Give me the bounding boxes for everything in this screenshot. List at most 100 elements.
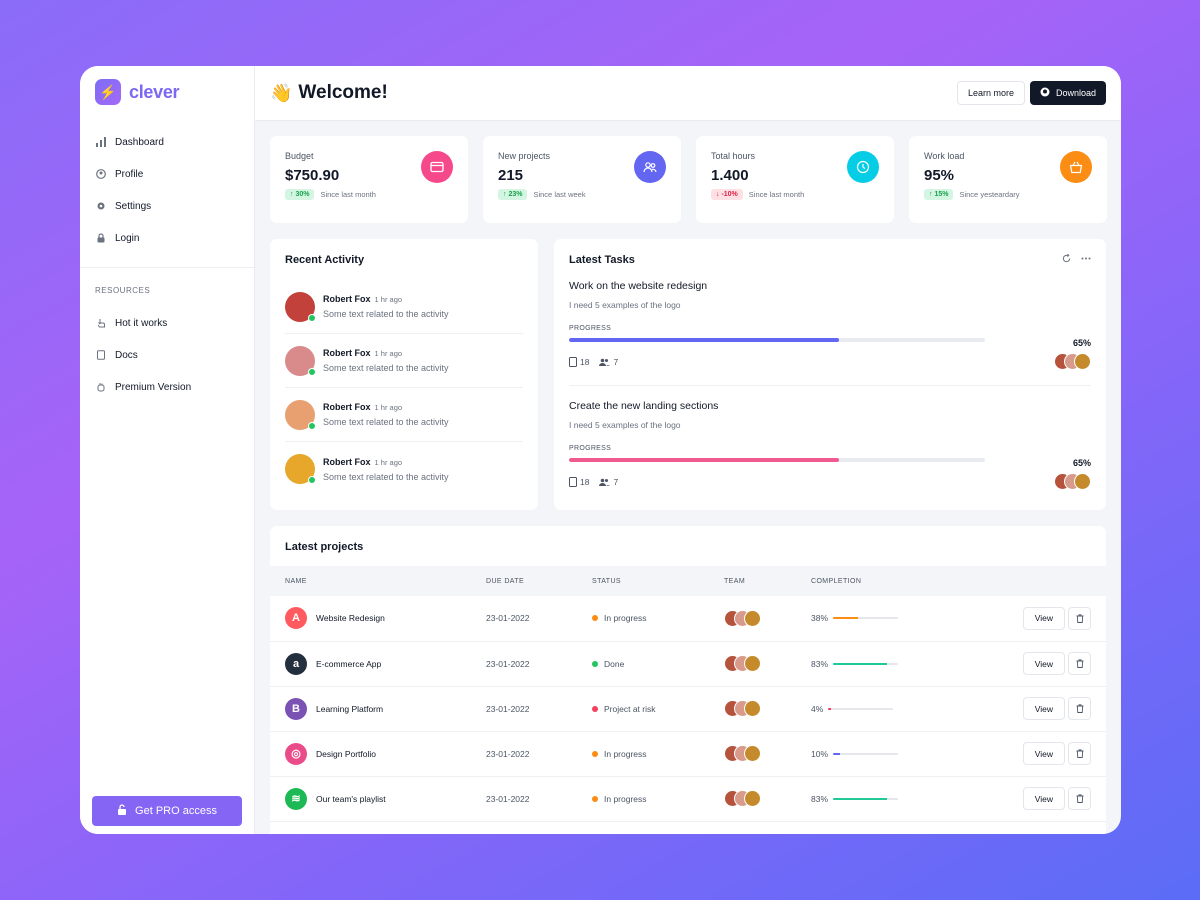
online-indicator [308,421,316,430]
project-status: In progress [604,793,647,804]
view-button[interactable]: View [1022,652,1065,675]
activity-header: Robert Fox 1 hr ago [323,348,449,358]
avatar [744,790,761,807]
stat-note: Since last month [320,190,376,199]
table-row[interactable]: ≋ Our team's playlist 23-01-2022 In prog… [270,776,1106,821]
list-item[interactable]: Robert Fox 1 hr ago Some text related to … [285,442,523,496]
table-row[interactable]: B Learning Platform 23-01-2022 Project a… [270,686,1106,731]
sidebar-item-profile[interactable]: Profile [80,158,254,190]
stat-title: New projects [498,151,551,161]
activity-header: Robert Fox 1 hr ago [323,402,449,412]
activity-header: Robert Fox 1 hr ago [323,294,449,304]
app-window: ⚡ clever Dashboard Profile Settings Logi… [80,66,1121,834]
latest-tasks-title: Latest Tasks [569,254,635,266]
progress-percent: 65% [1072,458,1091,468]
table-row[interactable]: a E-commerce App 23-01-2022 Done 83% Vie… [270,641,1106,686]
project-status-cell: In progress [592,776,724,821]
stat-card-total-hours: Total hours 1.400 ↓ -10% Since last mont… [696,136,894,223]
stat-note: Since yesteardary [959,190,1020,199]
avatar [285,399,316,430]
status-dot [592,795,598,802]
list-item[interactable]: Robert Fox 1 hr ago Some text related to … [285,280,523,334]
bootstrap-logo-icon: B [285,697,307,720]
hand-icon [95,382,106,393]
sidebar-item-label: Dashboard [115,136,164,148]
view-button[interactable]: View [1022,742,1065,765]
project-name-cell: a E-commerce App [270,641,486,686]
delete-button[interactable] [1068,606,1091,630]
view-button[interactable]: View [1022,787,1065,810]
trash-icon [1076,614,1083,623]
completion-percent: 38% [811,613,829,624]
delete-button[interactable] [1068,652,1091,675]
refresh-icon[interactable] [1062,253,1071,266]
page-title: 👋 Welcome! [270,82,388,104]
sidebar: ⚡ clever Dashboard Profile Settings Logi… [80,66,255,834]
delete-button[interactable] [1068,697,1091,720]
activity-description: Some text related to the activity [323,363,449,373]
learn-more-button[interactable]: Learn more [956,81,1025,105]
list-item[interactable]: Robert Fox 1 hr ago Some text related to … [285,388,523,442]
task-item[interactable]: Work on the website redesign I need 5 ex… [554,266,1106,386]
team-avatars [724,655,811,672]
project-name: Learning Platform [316,703,384,714]
activity-user: Robert Fox [323,294,371,304]
project-status-cell: Project at risk [592,686,724,731]
completion-track [833,752,899,755]
completion-percent: 4% [811,703,824,714]
project-name-wrap: a E-commerce App [285,652,486,675]
status-dot [592,705,598,712]
stat-cards: Budget $750.90 ↑ 30% Since last month Ne… [270,136,1107,223]
view-button[interactable]: View [1022,606,1065,630]
project-due-date: 23-01-2022 [486,748,530,759]
task-item[interactable]: Create the new landing sections I need 5… [554,386,1106,505]
credit-card-icon [421,151,453,183]
task-description: I need 5 examples of the logo [569,420,681,430]
progress-label: PROGRESS [569,325,612,332]
project-team-cell [724,596,811,641]
gear-icon [95,201,106,212]
activity-time: 1 hr ago [374,403,403,412]
stat-card-new-projects: New projects 215 ↑ 23% Since last week [483,136,681,223]
delete-button[interactable] [1068,787,1091,810]
amazon-logo-icon: a [285,652,307,675]
avatar [285,454,316,484]
bar-chart-icon [95,137,106,148]
completion-percent: 83% [811,793,829,804]
document-icon [95,350,106,361]
table-row[interactable]: ◎ Design Portfolio 23-01-2022 In progres… [270,731,1106,776]
users-icon [599,478,611,486]
activity-time: 1 hr ago [374,295,403,304]
progress-fill [569,338,840,342]
sidebar-item-docs[interactable]: Docs [80,339,254,371]
activity-header: Robert Fox 1 hr ago [323,457,449,467]
view-button[interactable]: View [1022,697,1065,720]
sidebar-item-dashboard[interactable]: Dashboard [80,126,254,158]
sidebar-item-how-it-works[interactable]: Hot it works [80,307,254,339]
project-name-wrap: ◎ Design Portfolio [285,742,486,765]
online-indicator [308,367,316,376]
table-row[interactable]: A Website Redesign 23-01-2022 In progres… [270,596,1106,641]
sidebar-item-settings[interactable]: Settings [80,190,254,222]
more-options-icon[interactable] [1081,254,1091,266]
brand[interactable]: ⚡ clever [80,66,254,118]
column-header-actions [962,566,1106,596]
get-pro-button[interactable]: Get PRO access [92,796,242,826]
trash-icon [1076,704,1083,713]
delete-button[interactable] [1068,742,1091,765]
column-header-due-date: DUE DATE [486,577,525,585]
task-meta: 18 7 [569,353,1091,370]
activity-text: Robert Fox 1 hr ago Some text related to … [323,457,449,482]
sidebar-item-label: Hot it works [115,317,168,329]
activity-time: 1 hr ago [374,457,403,467]
download-button[interactable]: Download [1029,81,1106,105]
project-status-cell: Done [592,641,724,686]
sidebar-item-login[interactable]: Login [80,222,254,254]
sidebar-item-premium[interactable]: Premium Version [80,371,254,403]
clock-icon [847,151,879,183]
latest-projects-title: Latest projects [285,541,364,553]
sidebar-item-label: Login [115,232,140,244]
list-item[interactable]: Robert Fox 1 hr ago Some text related to … [285,334,523,388]
file-icon [569,476,577,487]
stat-footer: ↑ 15% Since yesteardary [924,189,1092,200]
